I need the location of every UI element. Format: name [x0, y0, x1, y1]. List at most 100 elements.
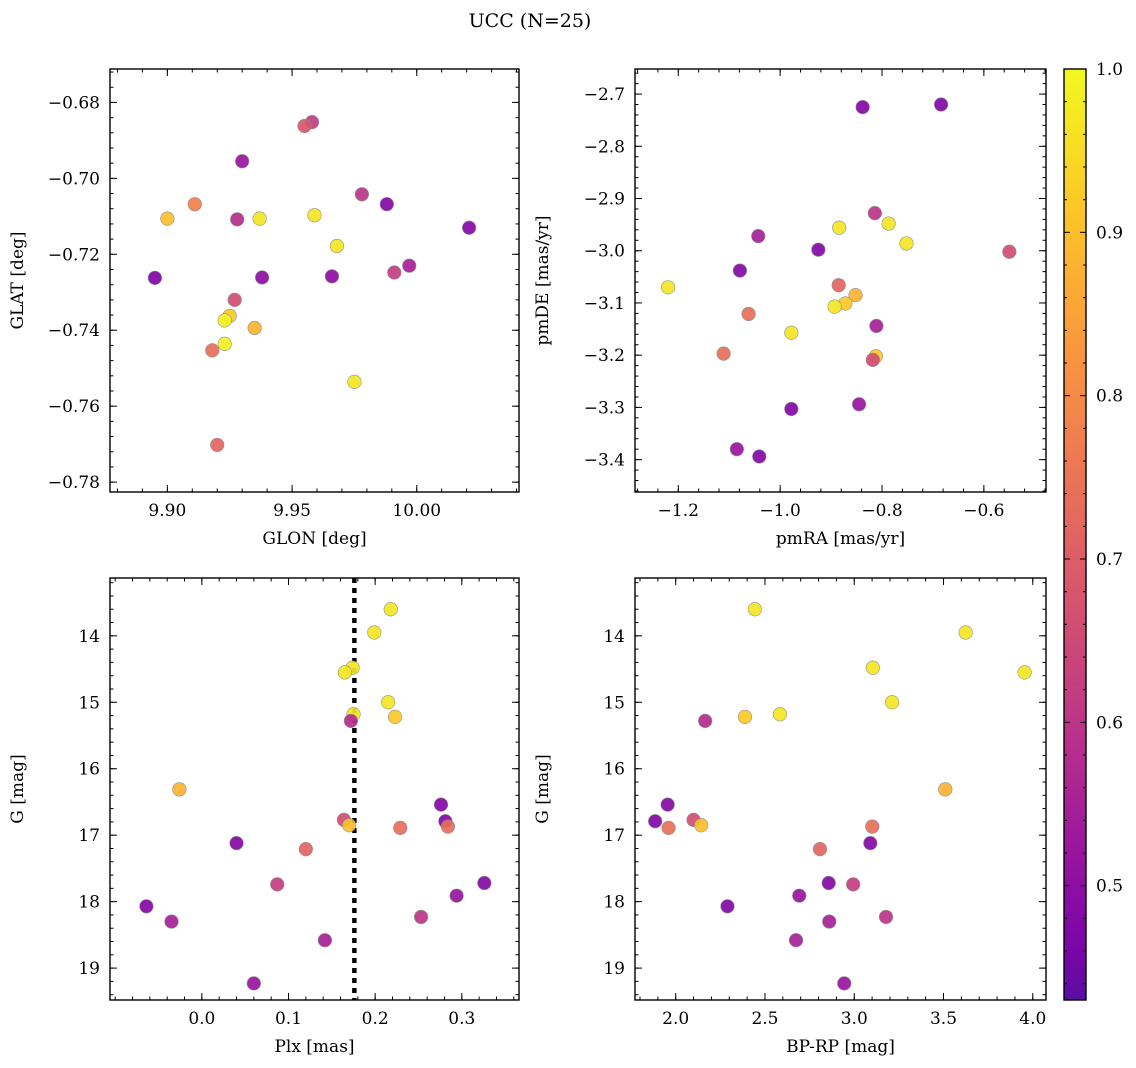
- colorbar: 0.5 0.6 0.7 0.8 0.9 1.0: [1063, 60, 1123, 1001]
- data-point: [737, 709, 753, 724]
- x-tick-label: 0.0: [188, 1009, 215, 1029]
- x-tick-label: −0.6: [963, 501, 1004, 521]
- y-tick-label: −2.9: [584, 190, 625, 210]
- data-point: [147, 270, 162, 285]
- data-point: [792, 888, 807, 903]
- y-axis-label: GLAT [deg]: [8, 231, 28, 329]
- data-point: [413, 909, 429, 925]
- x-tick-label: 0.3: [448, 1009, 475, 1029]
- y-tick-label: −3.1: [584, 294, 625, 314]
- data-point: [869, 318, 884, 334]
- data-point: [433, 797, 449, 812]
- axis-ticks: [110, 69, 519, 492]
- data-point: [821, 875, 836, 891]
- data-point: [329, 238, 345, 254]
- scatter-panel-2: −1.2 −1.0 −0.8 −0.6 −2.7 −2.8 −2.9 −3.0 −3.1 −3.2…: [533, 68, 1047, 549]
- axes-frame: [109, 68, 520, 493]
- data-point: [884, 695, 900, 710]
- data-point: [865, 819, 880, 834]
- data-point: [732, 263, 748, 278]
- data-point: [393, 820, 408, 835]
- data-point: [784, 401, 799, 417]
- data-point: [227, 292, 242, 307]
- axis-ticks: [635, 69, 1046, 492]
- x-axis-label: BP-RP [mag]: [786, 1037, 895, 1057]
- y-tick-label: −2.7: [584, 85, 625, 105]
- x-tick-label: 2.5: [751, 1009, 778, 1029]
- colorbar-gradient: [1063, 68, 1087, 1001]
- data-point: [851, 397, 867, 412]
- x-tick-label: −1.0: [760, 501, 801, 521]
- x-axis-label: Plx [mas]: [274, 1037, 354, 1057]
- scatter-panel-3: 0.0 0.1 0.2 0.3 14 15 16 17 18 19 Plx [mas] G [mag]: [8, 577, 520, 1057]
- scatter-panel-1: 9.90 9.95 10.00 −0.68 −0.70 −0.72 −0.74 −0.76 −0…: [8, 68, 520, 549]
- data-point: [694, 818, 709, 833]
- scatter-panel-4: 2.0 2.5 3.0 3.5 4.0 14 15 16 17 18 19 BP-RP [mag] G …: [533, 577, 1047, 1057]
- data-point: [298, 842, 313, 857]
- y-axis-label: G [mag]: [8, 754, 28, 823]
- y-tick-label: 16: [78, 760, 100, 780]
- data-point: [477, 875, 492, 891]
- y-tick-label: −0.76: [48, 397, 100, 417]
- data-point: [217, 336, 232, 352]
- y-tick-label: −3.3: [584, 398, 625, 418]
- data-point: [812, 842, 828, 857]
- y-axis-label: pmDE [mas/yr]: [533, 215, 553, 345]
- data-point: [229, 836, 244, 851]
- y-tick-label: 18: [603, 893, 625, 913]
- data-point: [367, 625, 382, 640]
- y-tick-label: 17: [78, 826, 100, 846]
- data-point: [317, 933, 332, 948]
- data-point: [160, 211, 175, 226]
- data-point: [958, 625, 973, 640]
- data-point: [307, 208, 322, 223]
- data-point: [747, 602, 762, 617]
- data-point: [252, 211, 267, 226]
- x-tick-label: −1.2: [658, 501, 699, 521]
- colorbar-tick-label: 0.7: [1096, 550, 1123, 570]
- y-tick-label: 15: [603, 693, 625, 713]
- data-point: [205, 343, 220, 358]
- data-point: [164, 914, 179, 929]
- data-point: [383, 602, 398, 617]
- data-point: [855, 100, 870, 115]
- data-point: [867, 206, 882, 221]
- y-tick-label: 19: [78, 959, 100, 979]
- data-point: [865, 352, 880, 367]
- figure-title: UCC (N=25): [469, 10, 592, 32]
- y-tick-label: −0.68: [48, 93, 100, 113]
- data-point: [1017, 665, 1032, 680]
- x-tick-label: 3.0: [841, 1009, 868, 1029]
- y-tick-label: 14: [603, 627, 625, 647]
- y-tick-label: 19: [603, 959, 625, 979]
- x-tick-label: 2.0: [662, 1009, 689, 1029]
- data-point: [837, 976, 852, 991]
- data-point: [729, 442, 744, 457]
- x-tick-label: 10.00: [392, 501, 441, 521]
- data-point: [1002, 244, 1017, 259]
- y-tick-label: 15: [78, 693, 100, 713]
- data-point: [848, 288, 863, 303]
- data-point: [247, 320, 262, 336]
- data-point: [255, 270, 270, 285]
- y-tick-label: −2.8: [584, 137, 625, 157]
- x-axis-label: GLON [deg]: [262, 529, 366, 549]
- data-point: [788, 933, 804, 948]
- data-point: [720, 899, 735, 914]
- data-point: [648, 814, 663, 829]
- data-point: [379, 197, 394, 212]
- x-tick-label: 4.0: [1019, 1009, 1046, 1029]
- x-tick-label: 0.1: [275, 1009, 302, 1029]
- data-point: [716, 346, 731, 361]
- data-point: [449, 888, 464, 903]
- data-point: [217, 313, 232, 328]
- colorbar-tick-label: 0.5: [1096, 877, 1123, 897]
- data-point: [172, 782, 187, 797]
- y-tick-label: 17: [603, 826, 625, 846]
- data-point: [899, 236, 914, 251]
- data-point: [661, 820, 676, 835]
- y-tick-label: −3.4: [584, 451, 625, 471]
- x-tick-label: 0.2: [362, 1009, 389, 1029]
- data-point: [933, 97, 949, 112]
